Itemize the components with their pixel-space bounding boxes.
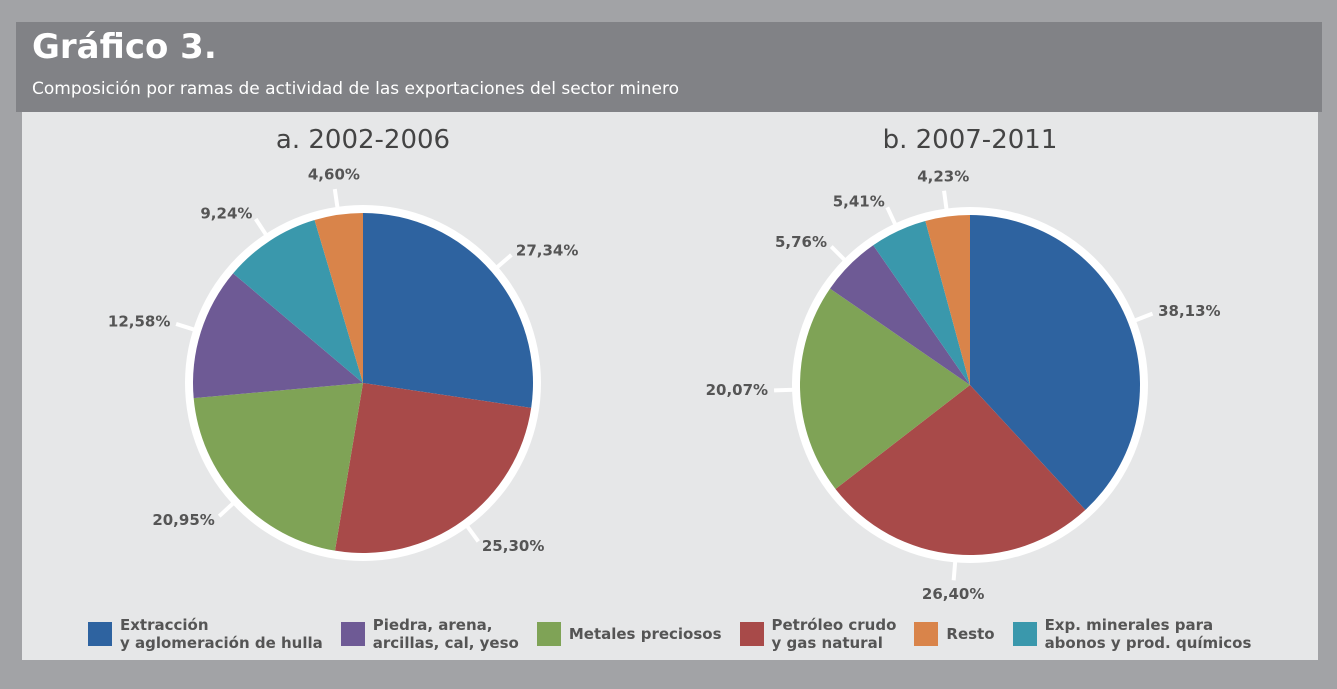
value-label: 20,07% [706, 381, 768, 399]
leader-line [1133, 311, 1154, 323]
legend-swatch [340, 622, 365, 646]
legend: Extracción y aglomeración de hulla Piedra… [88, 610, 1308, 658]
pie-slice [835, 385, 1086, 556]
pie-slice [925, 215, 970, 385]
value-label: 38,13% [1158, 302, 1220, 320]
pie-slice [193, 383, 363, 551]
pie-slice [314, 213, 363, 383]
header [16, 22, 1322, 112]
value-label: 5,76% [775, 233, 827, 251]
legend-item: Exp. minerales para abonos y prod. quími… [1012, 616, 1252, 652]
legend-swatch [739, 622, 764, 646]
leader-line [217, 501, 236, 518]
subtitle: Composición por ramas de actividad de la… [32, 79, 679, 99]
leader-line [774, 387, 795, 393]
value-label: 27,34% [516, 242, 578, 260]
pie-slice [800, 288, 970, 489]
pie-slice [873, 220, 970, 385]
legend-item: Resto [914, 622, 995, 646]
pie-slice [363, 213, 533, 408]
title: Gráfico 3. [32, 27, 217, 67]
pie-slice [334, 383, 532, 553]
legend-label: Resto [946, 625, 995, 643]
value-label: 9,24% [200, 204, 252, 222]
legend-item: Piedra, arena, arcillas, cal, yeso [340, 616, 519, 652]
pie-slice [192, 273, 363, 399]
legend-item: Extracción y aglomeración de hulla [88, 616, 323, 652]
value-label: 4,23% [917, 167, 969, 185]
legend-item: Metales preciosos [536, 622, 722, 646]
leader-line [885, 206, 898, 227]
leader-line [951, 560, 958, 581]
legend-swatch [1012, 622, 1037, 646]
legend-swatch [536, 622, 561, 646]
legend-label: Piedra, arena, arcillas, cal, yeso [372, 616, 519, 652]
leader-line [942, 190, 949, 211]
value-label: 5,41% [833, 192, 885, 210]
pie-title: b. 2007-2011 [883, 125, 1058, 155]
legend-item: Petróleo crudo y gas natural [739, 616, 897, 652]
value-label: 20,95% [152, 511, 214, 529]
pie-slice [233, 220, 363, 383]
value-label: 12,58% [108, 313, 170, 331]
value-label: 4,60% [308, 166, 360, 184]
leader-line [332, 188, 340, 210]
legend-swatch [914, 622, 939, 646]
legend-swatch [88, 622, 112, 646]
leader-line [494, 253, 513, 270]
leader-line [175, 322, 196, 332]
legend-label: Metales preciosos [568, 625, 722, 643]
pie-slice [970, 215, 1140, 510]
leader-line [464, 524, 480, 543]
legend-label: Extracción y aglomeración de hulla [120, 616, 323, 652]
legend-label: Exp. minerales para abonos y prod. quími… [1044, 616, 1252, 652]
value-label: 26,40% [922, 585, 984, 603]
pie-slice [829, 245, 970, 385]
legend-label: Petróleo crudo y gas natural [771, 616, 897, 652]
leader-line [254, 217, 269, 237]
value-label: 25,30% [482, 537, 544, 555]
leader-line [829, 245, 847, 263]
pie-title: a. 2002-2006 [276, 125, 450, 155]
